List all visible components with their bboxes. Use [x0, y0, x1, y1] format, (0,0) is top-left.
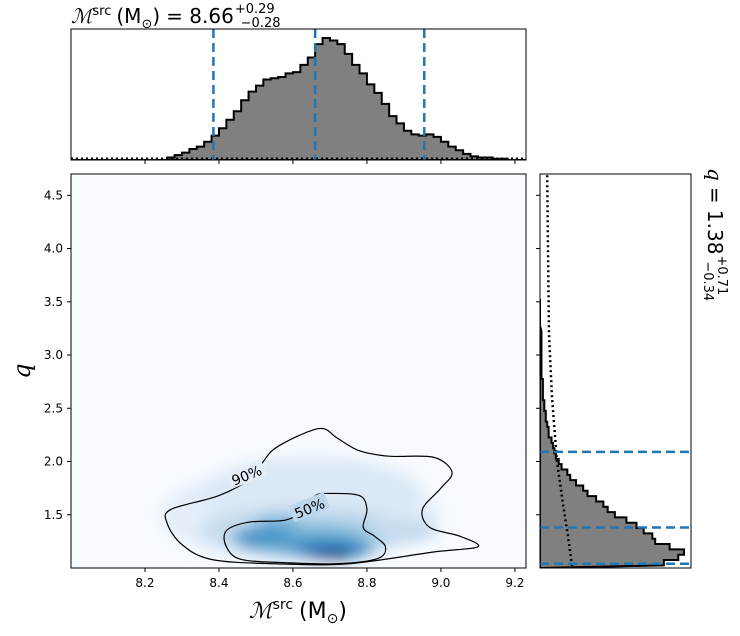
top-histogram: [71, 29, 526, 160]
contour-50: [223, 492, 387, 565]
y-tick-label-6: 4.5: [44, 188, 63, 202]
right-prior-line: [545, 174, 574, 567]
top-histogram-title: ℳsrc (M⊙) = 8.66+0.29 −0.28: [71, 2, 281, 32]
y-tick-label-5: 4.0: [44, 242, 63, 256]
right-histogram-frame: [539, 173, 692, 569]
heat-blob-6: [233, 527, 293, 545]
y-tick-label-2: 2.5: [44, 401, 63, 415]
x-tick-label-1: 8.4: [209, 576, 228, 590]
x-tick-label-0: 8.2: [135, 576, 154, 590]
joint-x-axis-label: ℳsrc (M⊙): [249, 597, 347, 627]
heat-blob-10: [326, 550, 349, 560]
right-histogram-title: q= 1.38+0.71−0.34: [700, 168, 729, 301]
top-histogram-frame: [70, 28, 527, 161]
joint-y-ticks: 1.5 2.0 2.5 3.0 3.5 4.0 4.5: [44, 188, 71, 522]
y-tick-label-4: 3.5: [44, 295, 63, 309]
y-tick-label-3: 3.0: [44, 348, 63, 362]
right-histogram-ticks: [536, 194, 540, 516]
right-histogram-step: [540, 299, 685, 568]
top-histogram-ticks: [144, 160, 516, 164]
heat-blob-11: [370, 517, 438, 544]
joint-frame: [70, 173, 527, 569]
right-histogram: [540, 174, 691, 568]
joint-y-axis-label: q: [8, 363, 36, 378]
y-tick-label-0: 1.5: [44, 508, 63, 522]
x-tick-label-4: 9.0: [431, 576, 450, 590]
top-histogram-step: [71, 37, 526, 160]
x-tick-label-5: 9.2: [505, 576, 524, 590]
x-tick-label-2: 8.6: [283, 576, 302, 590]
y-tick-label-1: 2.0: [44, 455, 63, 469]
joint-x-ticks: 8.2 8.4 8.6 8.8 9.0 9.2: [135, 568, 524, 590]
x-tick-label-3: 8.8: [357, 576, 376, 590]
